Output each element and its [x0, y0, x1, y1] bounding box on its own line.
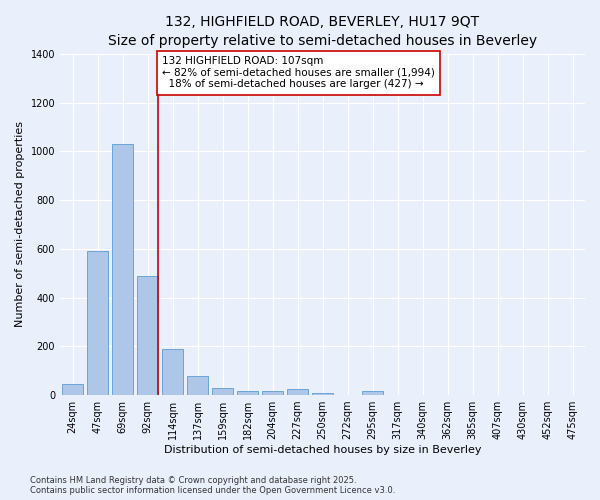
- Bar: [137, 276, 158, 395]
- Bar: [187, 376, 208, 395]
- Bar: [237, 392, 258, 395]
- Y-axis label: Number of semi-detached properties: Number of semi-detached properties: [15, 122, 25, 328]
- Bar: [362, 390, 383, 395]
- Text: 132 HIGHFIELD ROAD: 107sqm
← 82% of semi-detached houses are smaller (1,994)
  1: 132 HIGHFIELD ROAD: 107sqm ← 82% of semi…: [162, 56, 435, 90]
- Bar: [287, 389, 308, 395]
- Bar: [87, 252, 108, 395]
- Title: 132, HIGHFIELD ROAD, BEVERLEY, HU17 9QT
Size of property relative to semi-detach: 132, HIGHFIELD ROAD, BEVERLEY, HU17 9QT …: [108, 15, 537, 48]
- Text: Contains HM Land Registry data © Crown copyright and database right 2025.
Contai: Contains HM Land Registry data © Crown c…: [30, 476, 395, 495]
- Bar: [262, 392, 283, 395]
- Bar: [62, 384, 83, 395]
- Bar: [112, 144, 133, 395]
- Bar: [162, 349, 183, 395]
- Bar: [212, 388, 233, 395]
- X-axis label: Distribution of semi-detached houses by size in Beverley: Distribution of semi-detached houses by …: [164, 445, 481, 455]
- Bar: [312, 393, 333, 395]
